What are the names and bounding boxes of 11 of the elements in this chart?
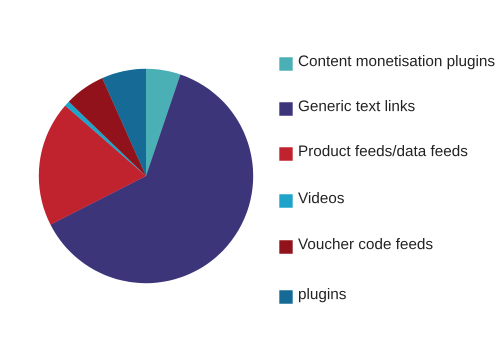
legend-label: Videos [298, 192, 344, 204]
pie-slice [146, 68, 180, 176]
legend-label: Voucher code feeds [298, 238, 433, 250]
pie-slice [68, 78, 146, 176]
pie-slice [50, 74, 254, 284]
legend-label: Product feeds/data feeds [299, 145, 468, 156]
legend-label: plugins [298, 288, 346, 302]
legend-label: Content monetisation plugins [298, 55, 494, 70]
pie-slice [38, 106, 146, 225]
pie-slice [102, 68, 146, 176]
legend-label: Generic text links [298, 100, 415, 112]
